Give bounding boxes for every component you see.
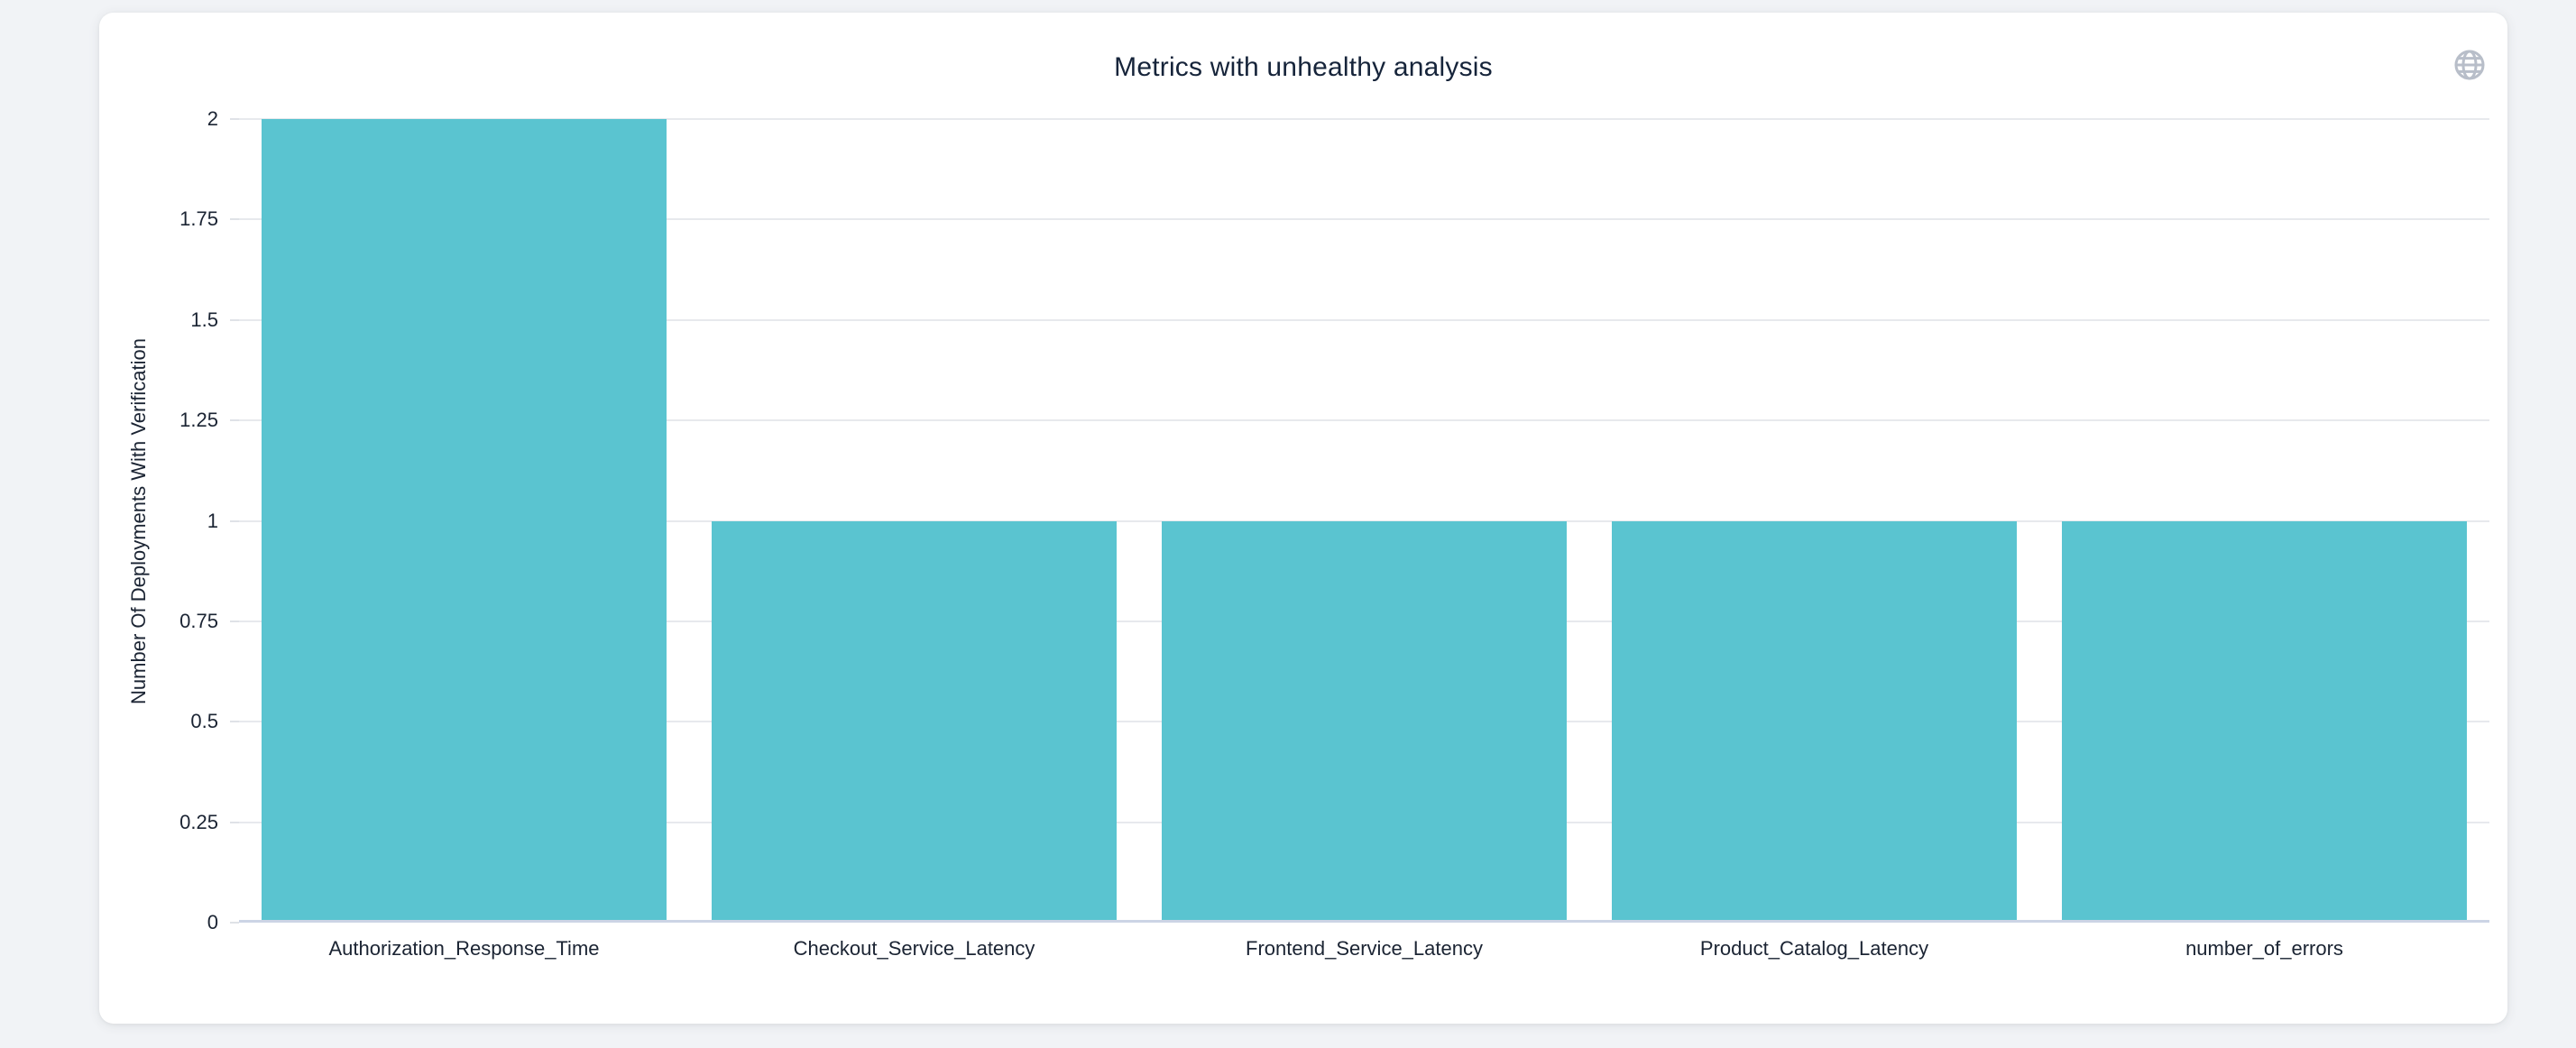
- y-tick-label: 0.75: [179, 609, 218, 632]
- y-tick-label: 1.75: [179, 207, 218, 231]
- y-axis-tick: [230, 318, 239, 321]
- y-axis-tick: [230, 821, 239, 823]
- bar-Frontend_Service_Latency[interactable]: [1161, 520, 1568, 920]
- y-axis-tick: [230, 620, 239, 622]
- y-tick-label: 0: [207, 911, 218, 933]
- plot-area: 0 0.25 0.5 0.75 1 1.25 1.5 1.75 2 Authorization_R…: [179, 109, 2489, 960]
- x-tick-label: Authorization_Response_Time: [328, 937, 600, 960]
- globe-icon-svg: [2454, 50, 2485, 80]
- gridline: [239, 218, 2489, 221]
- y-axis-tick: [230, 218, 239, 221]
- x-tick-label: Checkout_Service_Latency: [793, 937, 1035, 960]
- y-axis-tick: [230, 721, 239, 723]
- bar-number_of_errors[interactable]: [2061, 520, 2468, 920]
- gridline: [239, 118, 2489, 120]
- globe-icon[interactable]: [2452, 47, 2488, 83]
- x-tick-label: Frontend_Service_Latency: [1246, 937, 1483, 960]
- x-tick-label: number_of_errors: [2185, 937, 2343, 960]
- y-tick-label: 1.5: [190, 308, 218, 331]
- y-axis-tick: [230, 922, 239, 924]
- y-axis-tick: [230, 118, 239, 120]
- gridline: [239, 419, 2489, 422]
- gridline: [239, 318, 2489, 321]
- bar-Product_Catalog_Latency[interactable]: [1611, 520, 2018, 920]
- y-tick-label: 1.25: [179, 409, 218, 432]
- x-axis-line: [239, 920, 2489, 923]
- bar-Checkout_Service_Latency[interactable]: [711, 520, 1118, 920]
- y-tick-label: 0.5: [190, 710, 218, 733]
- y-tick-label: 0.25: [179, 810, 218, 833]
- y-axis-tick: [230, 519, 239, 522]
- x-tick-label: Product_Catalog_Latency: [1699, 937, 1929, 960]
- chart-title: Metrics with unhealthy analysis: [1114, 52, 1493, 82]
- y-axis-tick: [230, 419, 239, 422]
- y-tick-label: 1: [207, 509, 218, 532]
- y-tick-label: 2: [207, 107, 218, 130]
- chart-card: Metrics with unhealthy analysis Number O…: [99, 13, 2507, 1024]
- bar-Authorization_Response_Time[interactable]: [261, 119, 667, 920]
